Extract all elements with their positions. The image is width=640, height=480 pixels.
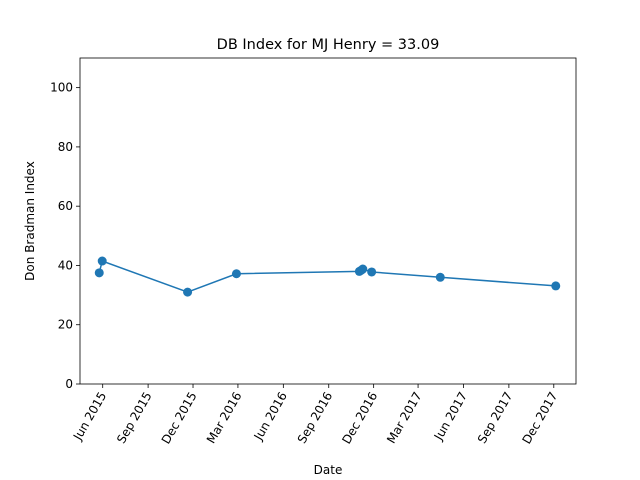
x-tick-label: Dec 2017 bbox=[519, 390, 560, 447]
x-tick-label: Dec 2015 bbox=[159, 390, 200, 447]
x-tick-label: Sep 2017 bbox=[475, 390, 516, 446]
data-point bbox=[97, 256, 107, 266]
data-point bbox=[551, 281, 561, 291]
x-tick-label: Dec 2016 bbox=[339, 390, 380, 447]
y-tick-label: 100 bbox=[50, 81, 73, 95]
data-point bbox=[435, 272, 445, 282]
data-point bbox=[94, 268, 104, 278]
x-axis-label: Date bbox=[314, 463, 343, 477]
x-tick-label: Sep 2015 bbox=[114, 390, 155, 446]
x-tick-label: Mar 2017 bbox=[384, 390, 425, 446]
plot-frame bbox=[79, 57, 577, 385]
data-point bbox=[231, 269, 241, 279]
x-tick-label: Sep 2016 bbox=[295, 390, 336, 446]
y-axis-label: Don Bradman Index bbox=[23, 161, 37, 281]
x-tick-label: Mar 2016 bbox=[204, 390, 245, 446]
y-tick-label: 60 bbox=[58, 199, 73, 213]
plot-area bbox=[94, 256, 561, 297]
x-tick-label: Jun 2016 bbox=[251, 390, 290, 444]
data-point bbox=[358, 264, 368, 274]
y-tick-label: 80 bbox=[58, 140, 73, 154]
x-tick-label: Jun 2015 bbox=[70, 390, 109, 444]
y-tick-label: 40 bbox=[58, 258, 73, 272]
chart-title: DB Index for MJ Henry = 33.09 bbox=[217, 37, 440, 53]
y-tick-label: 20 bbox=[58, 318, 73, 332]
y-tick-label: 0 bbox=[65, 377, 73, 391]
x-axis: Jun 2015 Sep 2015 Dec 2015 Mar 2016 Jun 2016… bbox=[70, 384, 560, 446]
x-tick-label: Jun 2017 bbox=[431, 390, 470, 444]
y-axis: 0 20 40 60 80 100 bbox=[50, 81, 80, 391]
data-point bbox=[367, 267, 377, 277]
data-point bbox=[183, 287, 193, 297]
series-line bbox=[98, 260, 556, 293]
